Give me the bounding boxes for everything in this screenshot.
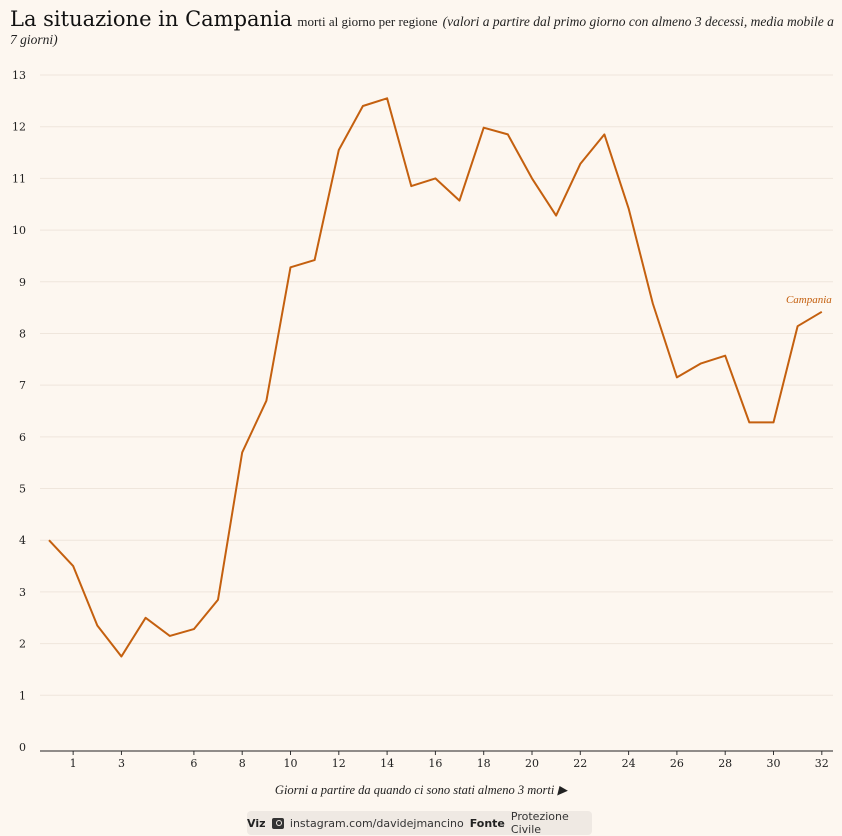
y-tick-label: 12 bbox=[12, 121, 26, 134]
x-tick-label: 28 bbox=[718, 757, 732, 770]
grid-lines bbox=[40, 74, 833, 696]
y-tick-label: 6 bbox=[19, 431, 26, 444]
source-name: Protezione Civile bbox=[510, 810, 569, 836]
y-tick-label: 4 bbox=[19, 534, 26, 547]
y-tick-label: 0 bbox=[19, 741, 26, 754]
y-tick-label: 13 bbox=[12, 69, 26, 82]
chart-title: La situazione in Campania bbox=[10, 7, 293, 31]
x-tick-label: 16 bbox=[428, 757, 442, 770]
instagram-handle: instagram.com/davidejmancino bbox=[289, 816, 464, 830]
y-tick-label: 2 bbox=[19, 638, 26, 651]
x-tick-label: 20 bbox=[525, 757, 539, 770]
x-tick-label: 1 bbox=[70, 757, 77, 770]
x-tick-label: 18 bbox=[477, 757, 491, 770]
chart-subtitle: morti al giorno per regione bbox=[297, 14, 438, 29]
y-tick-label: 9 bbox=[19, 276, 26, 289]
viz-label: Viz bbox=[247, 816, 266, 830]
footer-credits: Viz instagram.com/davidejmancino Fonte P… bbox=[247, 810, 592, 836]
x-tick-label: 6 bbox=[190, 757, 197, 770]
chart-note: (valori a partire dal primo giorno con a… bbox=[10, 14, 834, 47]
camera-icon bbox=[271, 817, 284, 829]
series-group: Campania bbox=[48, 97, 832, 658]
x-tick-label: 26 bbox=[670, 757, 684, 770]
x-tick-label: 3 bbox=[118, 757, 125, 770]
y-tick-label: 5 bbox=[19, 483, 26, 496]
series-line-campania bbox=[48, 97, 823, 658]
x-tick-label: 10 bbox=[284, 757, 298, 770]
chart-header: La situazione in Campania morti al giorn… bbox=[10, 9, 836, 48]
y-tick-label: 8 bbox=[19, 327, 26, 340]
x-tick-label: 14 bbox=[380, 757, 394, 770]
y-tick-label: 10 bbox=[12, 224, 26, 237]
x-tick-label: 22 bbox=[573, 757, 587, 770]
y-tick-label: 3 bbox=[19, 586, 26, 599]
y-tick-label: 11 bbox=[12, 172, 26, 185]
source-label: Fonte bbox=[469, 816, 505, 830]
x-tick-label: 12 bbox=[332, 757, 346, 770]
x-axis-label: Giorni a partire da quando ci sono stati… bbox=[274, 783, 568, 797]
y-tick-label: 7 bbox=[19, 379, 26, 392]
series-label: Campania bbox=[786, 294, 832, 306]
x-tick-label: 24 bbox=[622, 757, 636, 770]
x-tick-label: 32 bbox=[815, 757, 829, 770]
x-tick-label: 30 bbox=[767, 757, 781, 770]
y-tick-label: 1 bbox=[19, 689, 26, 702]
x-axis-ticks: 1 3 6 8 10 12 14 16 18 20 22 24 26 28 30 32 bbox=[70, 751, 829, 770]
x-tick-label: 8 bbox=[239, 757, 246, 770]
